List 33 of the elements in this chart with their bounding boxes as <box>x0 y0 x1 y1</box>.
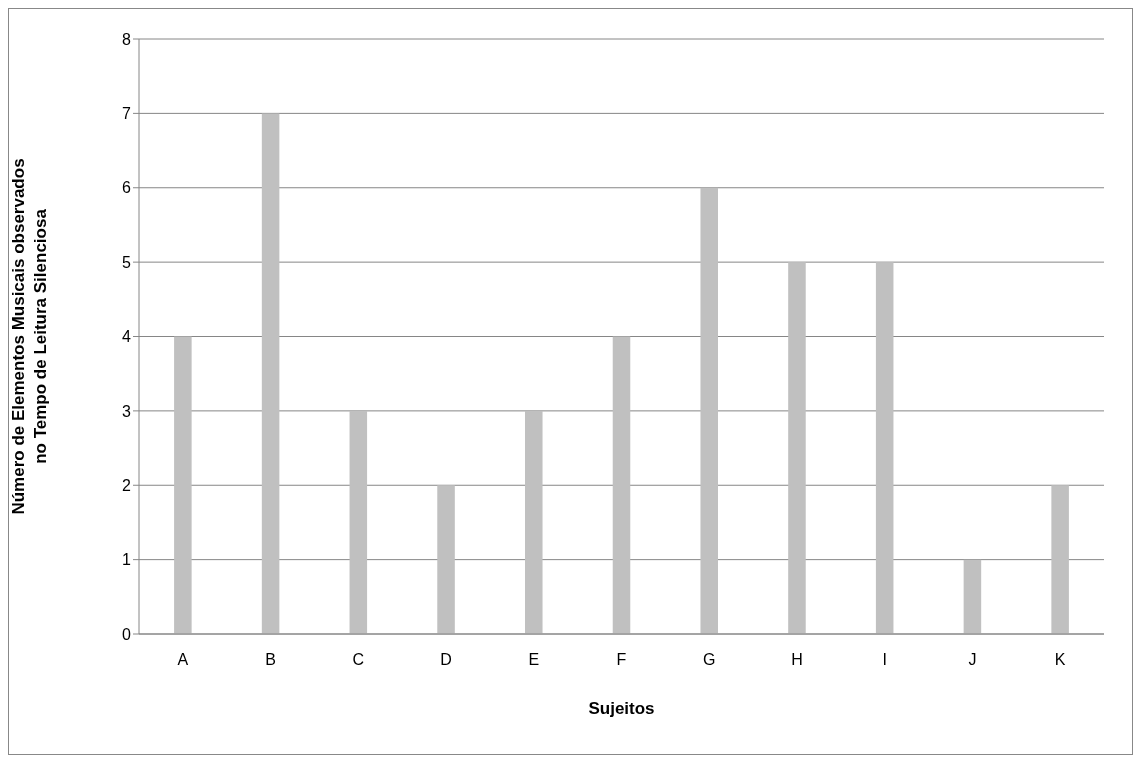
bar <box>349 410 368 634</box>
x-tick-label: F <box>616 651 627 669</box>
x-tick-label: G <box>703 651 716 669</box>
x-axis-title: Sujeitos <box>588 699 655 718</box>
y-axis-title: Número de Elementos Musicais observados no Tempo de Leitura Silenciosa <box>9 158 50 515</box>
y-tick-label: 0 <box>122 625 132 643</box>
x-tick-label: K <box>1054 651 1066 669</box>
y-tick-label: 6 <box>122 179 132 197</box>
y-tick-label: 1 <box>122 551 132 569</box>
bar <box>963 559 982 634</box>
x-tick-label: J <box>968 651 977 669</box>
bar <box>875 262 894 634</box>
y-tick-label: 8 <box>122 30 132 48</box>
x-tick-label: I <box>882 651 887 669</box>
y-tick-label: 2 <box>122 476 132 494</box>
y-tick-label: 5 <box>122 253 132 271</box>
bar <box>612 336 631 634</box>
y-tick-label: 7 <box>122 105 132 123</box>
x-tick-label: D <box>440 651 452 669</box>
bar <box>1051 485 1069 634</box>
x-tick-label: B <box>265 651 276 669</box>
bar <box>700 187 718 634</box>
bar <box>261 113 280 634</box>
bar <box>174 336 192 634</box>
x-tick-label: A <box>177 651 189 669</box>
y-tick-label: 4 <box>122 328 132 346</box>
x-tick-label: C <box>352 651 365 669</box>
y-tick-label: 3 <box>122 402 132 420</box>
x-tick-label: H <box>791 651 803 669</box>
bar <box>525 410 543 634</box>
bar <box>437 485 455 634</box>
bar <box>788 262 806 634</box>
x-tick-label: E <box>528 651 540 669</box>
